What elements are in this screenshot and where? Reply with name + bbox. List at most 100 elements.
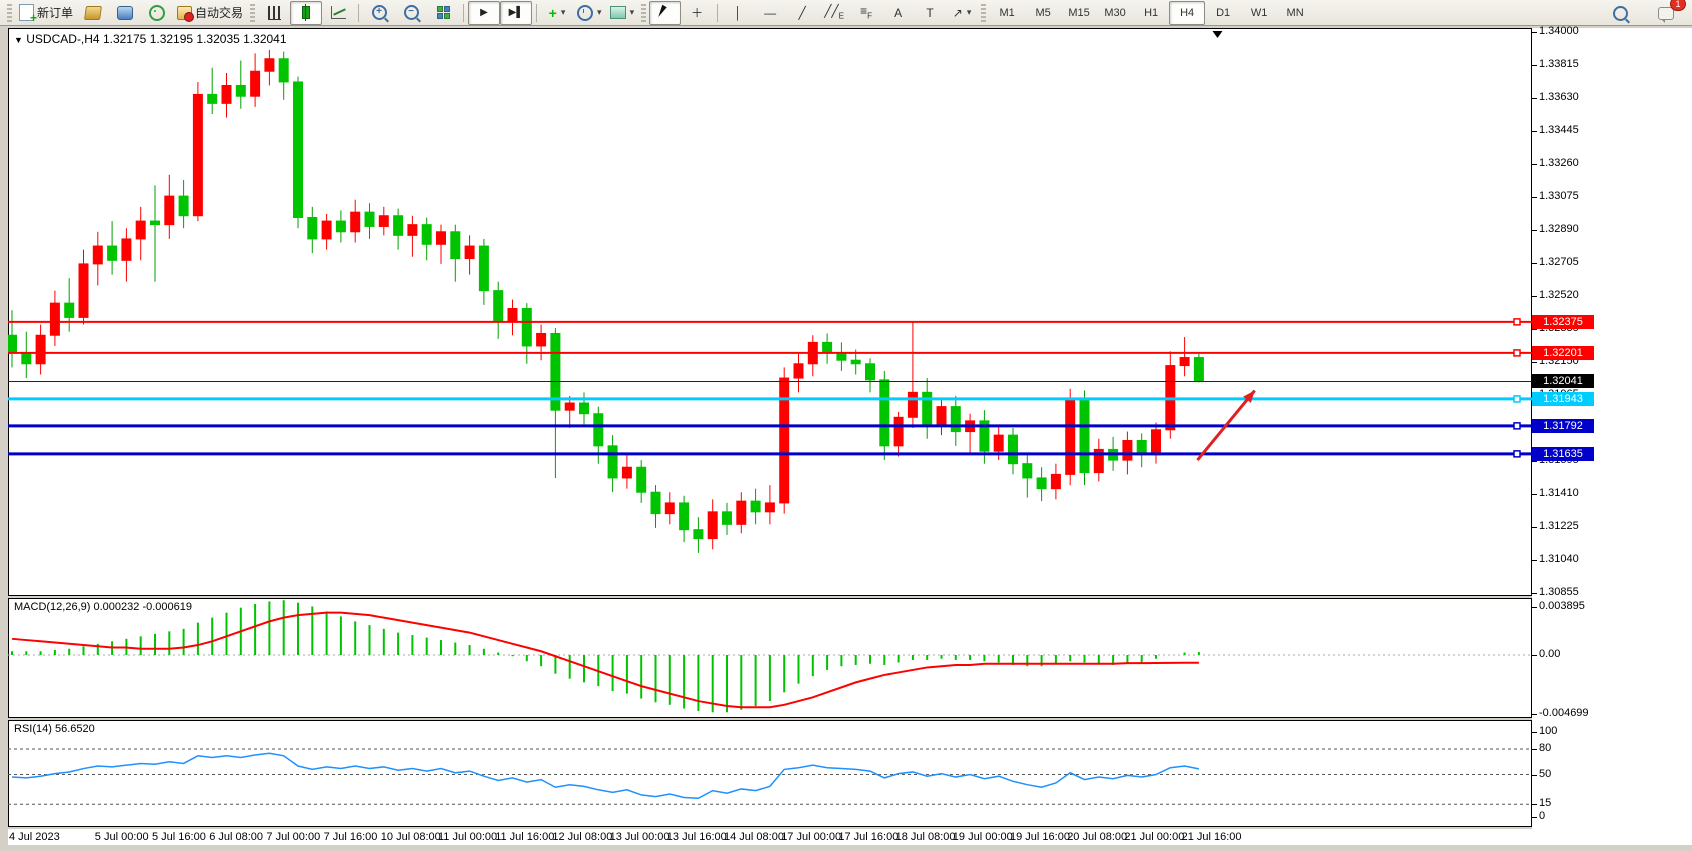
candle-body[interactable]: [235, 85, 246, 97]
trendline-button[interactable]: ╱: [786, 1, 818, 25]
candle-body[interactable]: [278, 58, 289, 83]
window-menu-icon[interactable]: ▼: [14, 35, 23, 45]
candle-body[interactable]: [564, 402, 575, 411]
candle-body[interactable]: [1008, 434, 1018, 465]
candle-body[interactable]: [550, 332, 561, 411]
candle-body[interactable]: [822, 341, 833, 354]
zoom-out-button[interactable]: −: [395, 1, 427, 25]
marketwatch-button[interactable]: [141, 1, 173, 25]
annotation-arrow-head[interactable]: [1243, 390, 1255, 403]
line-handle[interactable]: [1513, 450, 1521, 458]
candle-body[interactable]: [436, 231, 446, 245]
cursor-button[interactable]: [649, 0, 682, 25]
indicators-button[interactable]: + ▾: [541, 1, 573, 25]
candle-body[interactable]: [836, 352, 847, 361]
candle-body[interactable]: [1093, 448, 1104, 474]
charts-button[interactable]: [109, 1, 141, 25]
candle-body[interactable]: [92, 245, 103, 265]
candle-body[interactable]: [893, 416, 904, 447]
candle-body[interactable]: [693, 529, 704, 540]
notifications-button[interactable]: 1: [1650, 0, 1686, 25]
candle-body[interactable]: [907, 391, 918, 418]
channel-button[interactable]: ╱╱E: [818, 1, 850, 25]
candle-body[interactable]: [1193, 357, 1204, 382]
autotrading-button[interactable]: 自动交易: [173, 1, 247, 25]
timeframe-m1[interactable]: M1: [999, 6, 1015, 19]
candle-body[interactable]: [922, 391, 933, 425]
candle-body[interactable]: [736, 500, 747, 525]
periods-button[interactable]: ▾: [573, 1, 606, 25]
new-order-button[interactable]: 新订单: [15, 1, 77, 25]
tile-windows-button[interactable]: [427, 1, 459, 25]
candle-body[interactable]: [407, 224, 418, 236]
fibonacci-button[interactable]: ≡F: [850, 1, 882, 25]
line-chart-button[interactable]: [322, 1, 354, 25]
candle-body[interactable]: [49, 302, 60, 336]
candle-body[interactable]: [250, 70, 261, 97]
candle-body[interactable]: [850, 359, 861, 365]
candle-body[interactable]: [178, 195, 189, 217]
timeframe-d1[interactable]: D1: [1216, 6, 1231, 19]
candle-body[interactable]: [350, 211, 361, 233]
candle-body[interactable]: [1122, 439, 1133, 461]
chart-shift-button[interactable]: ▶▌: [500, 0, 533, 25]
candle-body[interactable]: [636, 466, 647, 493]
candle-body[interactable]: [192, 93, 203, 217]
search-button[interactable]: [1604, 1, 1636, 25]
arrows-button[interactable]: ↗ ▾: [946, 1, 978, 25]
candle-body[interactable]: [779, 377, 790, 504]
annotation-arrow[interactable]: [1196, 389, 1256, 462]
candle-body[interactable]: [321, 220, 332, 240]
price-axis[interactable]: 1.34000 1.33815 1.33630 1.33445 1.33260 1.330…: [1531, 25, 1692, 845]
candle-body[interactable]: [64, 302, 75, 318]
candle-body[interactable]: [764, 502, 775, 513]
timeframe-w1[interactable]: W1: [1250, 6, 1268, 19]
candle-body[interactable]: [307, 217, 318, 240]
auto-scroll-button[interactable]: ▶: [468, 0, 501, 25]
candlestick-button[interactable]: [290, 0, 323, 25]
candle-body[interactable]: [664, 502, 675, 515]
candlestick-chart[interactable]: [8, 28, 1532, 596]
candle-body[interactable]: [378, 215, 389, 227]
macd-chart[interactable]: [8, 598, 1532, 718]
candle-body[interactable]: [478, 245, 489, 292]
candle-body[interactable]: [107, 245, 118, 261]
candle-body[interactable]: [464, 245, 475, 260]
line-handle[interactable]: [1513, 318, 1521, 326]
toolbar-grip[interactable]: [641, 3, 647, 22]
line-handle[interactable]: [1513, 422, 1521, 430]
vertical-line-button[interactable]: │: [722, 1, 754, 25]
timeframe-h4[interactable]: H4: [1169, 0, 1206, 25]
candle-body[interactable]: [35, 334, 46, 365]
toolbar-grip[interactable]: [981, 3, 987, 22]
candle-body[interactable]: [335, 220, 346, 233]
candle-body[interactable]: [707, 511, 718, 540]
macd-panel[interactable]: MACD(12,26,9) 0.000232 -0.000619: [8, 598, 1532, 718]
candle-body[interactable]: [621, 466, 632, 479]
candle-body[interactable]: [865, 363, 875, 381]
candle-body[interactable]: [1079, 398, 1090, 474]
timeframe-m15[interactable]: M15: [1068, 6, 1090, 19]
candle-body[interactable]: [121, 238, 132, 261]
candle-body[interactable]: [1050, 473, 1061, 490]
line-handle[interactable]: [1513, 349, 1521, 357]
text-button[interactable]: A: [882, 1, 914, 25]
candle-body[interactable]: [450, 231, 461, 260]
candle-body[interactable]: [264, 58, 275, 72]
time-axis[interactable]: 4 Jul 2023 5 Jul 00:00 5 Jul 16:00 6 Jul 08…: [8, 829, 1532, 845]
timeframe-mn[interactable]: MN: [1286, 6, 1304, 19]
candle-body[interactable]: [536, 332, 547, 347]
candle-body[interactable]: [78, 263, 89, 318]
candle-body[interactable]: [8, 334, 17, 354]
candle-body[interactable]: [579, 402, 589, 415]
candle-body[interactable]: [722, 511, 732, 525]
toolbar-grip[interactable]: [250, 3, 256, 22]
candle-body[interactable]: [293, 81, 303, 219]
candle-body[interactable]: [164, 195, 175, 226]
rsi-chart[interactable]: [8, 720, 1532, 827]
candle-body[interactable]: [993, 434, 1004, 452]
candle-body[interactable]: [750, 500, 761, 513]
candle-body[interactable]: [650, 491, 661, 515]
candle-body[interactable]: [879, 379, 890, 447]
horizontal-line-button[interactable]: —: [754, 1, 786, 25]
